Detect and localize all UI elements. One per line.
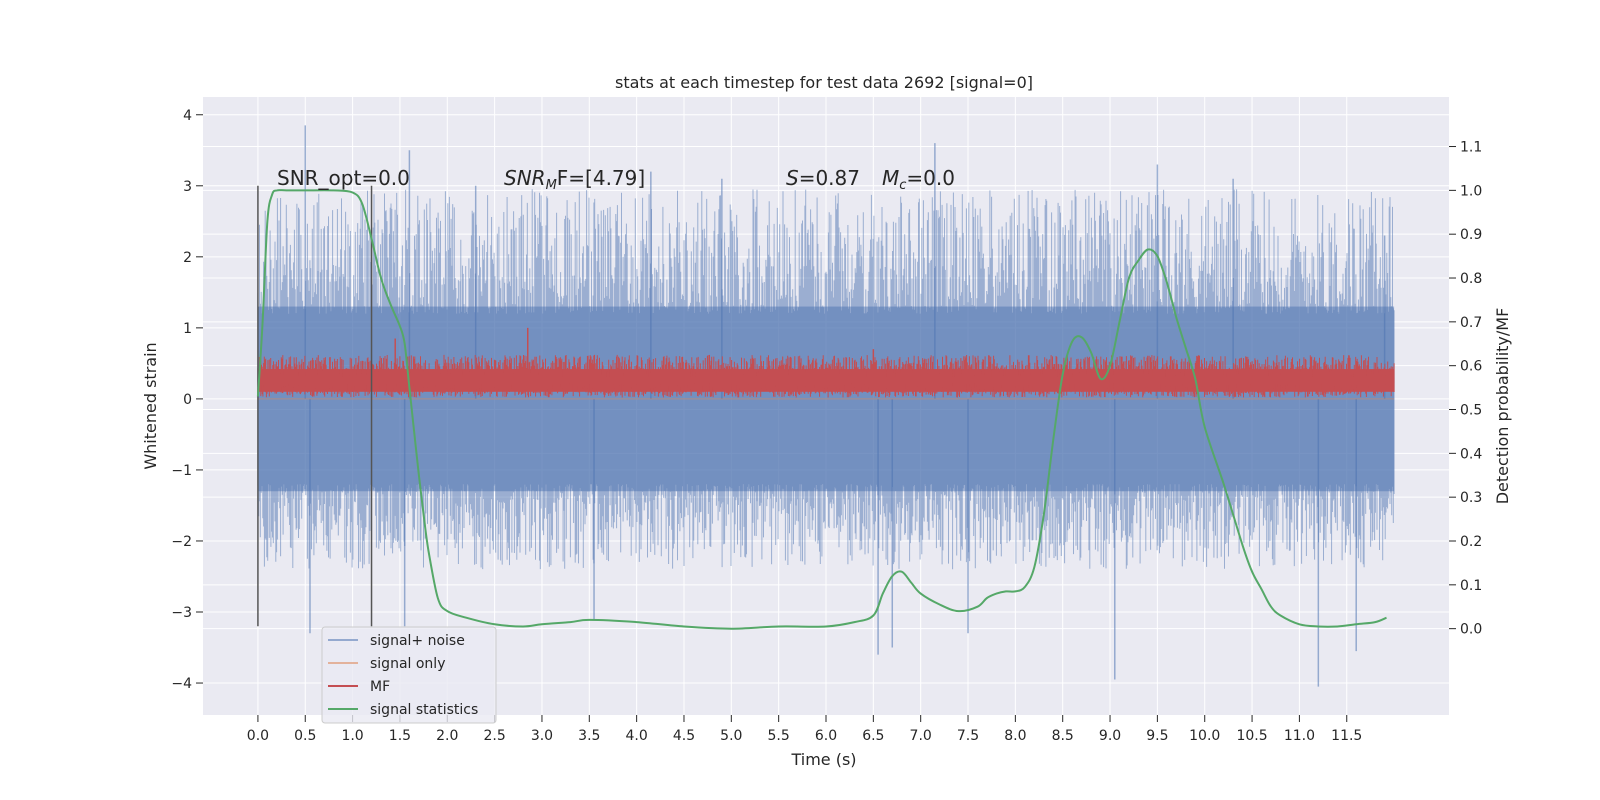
x-tick-label: 3.0 bbox=[531, 728, 553, 744]
x-tick-label: 10.0 bbox=[1189, 728, 1220, 744]
x-tick-label: 5.0 bbox=[720, 728, 742, 744]
x-tick-label: 4.0 bbox=[626, 728, 648, 744]
x-tick-label: 0.0 bbox=[247, 728, 269, 744]
left-tick-label: 1 bbox=[183, 321, 192, 337]
x-tick-label: 1.0 bbox=[341, 728, 363, 744]
left-tick-label: −1 bbox=[171, 463, 192, 479]
x-tick-label: 3.5 bbox=[578, 728, 600, 744]
x-tick-label: 7.5 bbox=[957, 728, 979, 744]
left-tick-label: −4 bbox=[171, 676, 192, 692]
left-tick-label: 4 bbox=[183, 108, 192, 124]
x-tick-label: 9.5 bbox=[1146, 728, 1168, 744]
right-tick-label: 1.0 bbox=[1460, 183, 1482, 199]
legend-label-mf: MF bbox=[370, 679, 390, 695]
x-axis-ticks: 0.0 0.5 1.0 1.5 2.0 2.5 3.0 3.5 4.0 4.5 5.0 5.5 6.0 6… bbox=[247, 715, 1362, 744]
left-tick-label: 2 bbox=[183, 250, 192, 266]
legend-label-signal-only: signal only bbox=[370, 656, 445, 672]
x-tick-label: 11.5 bbox=[1331, 728, 1362, 744]
chart-title: stats at each timestep for test data 269… bbox=[615, 73, 1033, 92]
x-tick-label: 6.5 bbox=[862, 728, 884, 744]
left-tick-label: −3 bbox=[171, 605, 192, 621]
annotation-mc: Mc=0.0 bbox=[882, 166, 955, 193]
x-tick-label: 8.0 bbox=[1004, 728, 1026, 744]
right-tick-label: 0.6 bbox=[1460, 359, 1482, 375]
x-tick-label: 0.5 bbox=[294, 728, 316, 744]
x-tick-label: 1.5 bbox=[389, 728, 411, 744]
left-tick-label: 0 bbox=[183, 392, 192, 408]
x-tick-label: 5.5 bbox=[768, 728, 790, 744]
left-tick-label: −2 bbox=[171, 534, 192, 550]
annotation-snr-mf: SNRMF=[4.79] bbox=[504, 166, 645, 193]
x-tick-label: 2.0 bbox=[436, 728, 458, 744]
left-axis-label: Whitened strain bbox=[141, 342, 160, 469]
annotation-snr-opt: SNR_opt=0.0 bbox=[277, 166, 410, 190]
x-tick-label: 10.5 bbox=[1236, 728, 1267, 744]
right-tick-label: 0.9 bbox=[1460, 227, 1482, 243]
right-tick-label: 0.2 bbox=[1460, 534, 1482, 550]
right-tick-label: 0.0 bbox=[1460, 622, 1482, 638]
x-tick-label: 8.5 bbox=[1052, 728, 1074, 744]
right-tick-label: 0.8 bbox=[1460, 271, 1482, 287]
legend: signal+ noise signal only MF signal stat… bbox=[321, 626, 497, 724]
right-tick-label: 0.5 bbox=[1460, 403, 1482, 419]
x-tick-label: 2.5 bbox=[483, 728, 505, 744]
right-tick-label: 0.4 bbox=[1460, 446, 1482, 462]
right-axis-ticks: 1.1 1.0 0.9 0.8 0.7 0.6 0.5 0.4 0.3 0.2 0.1 0.0 bbox=[1449, 140, 1482, 638]
x-tick-label: 6.0 bbox=[815, 728, 837, 744]
legend-box bbox=[321, 626, 497, 724]
left-axis-ticks: 4 3 2 1 0 −1 −2 −3 −4 bbox=[171, 108, 203, 692]
legend-label-signal-noise: signal+ noise bbox=[370, 633, 465, 649]
x-axis-label: Time (s) bbox=[790, 750, 856, 769]
x-tick-label: 11.0 bbox=[1284, 728, 1315, 744]
signal-statistics-line bbox=[256, 189, 1387, 630]
right-tick-label: 0.7 bbox=[1460, 315, 1482, 331]
x-tick-label: 9.0 bbox=[1099, 728, 1121, 744]
right-tick-label: 0.1 bbox=[1460, 578, 1482, 594]
left-tick-label: 3 bbox=[183, 179, 192, 195]
x-tick-label: 7.0 bbox=[910, 728, 932, 744]
right-tick-label: 1.1 bbox=[1460, 140, 1482, 156]
series-signal-statistics bbox=[256, 189, 1387, 630]
right-tick-label: 0.3 bbox=[1460, 490, 1482, 506]
annotation-s: S=0.87 bbox=[786, 166, 860, 190]
legend-label-signal-statistics: signal statistics bbox=[370, 702, 478, 718]
x-tick-label: 4.5 bbox=[673, 728, 695, 744]
right-axis-label: Detection probability/MF bbox=[1493, 308, 1512, 505]
marker-lines bbox=[257, 185, 373, 627]
